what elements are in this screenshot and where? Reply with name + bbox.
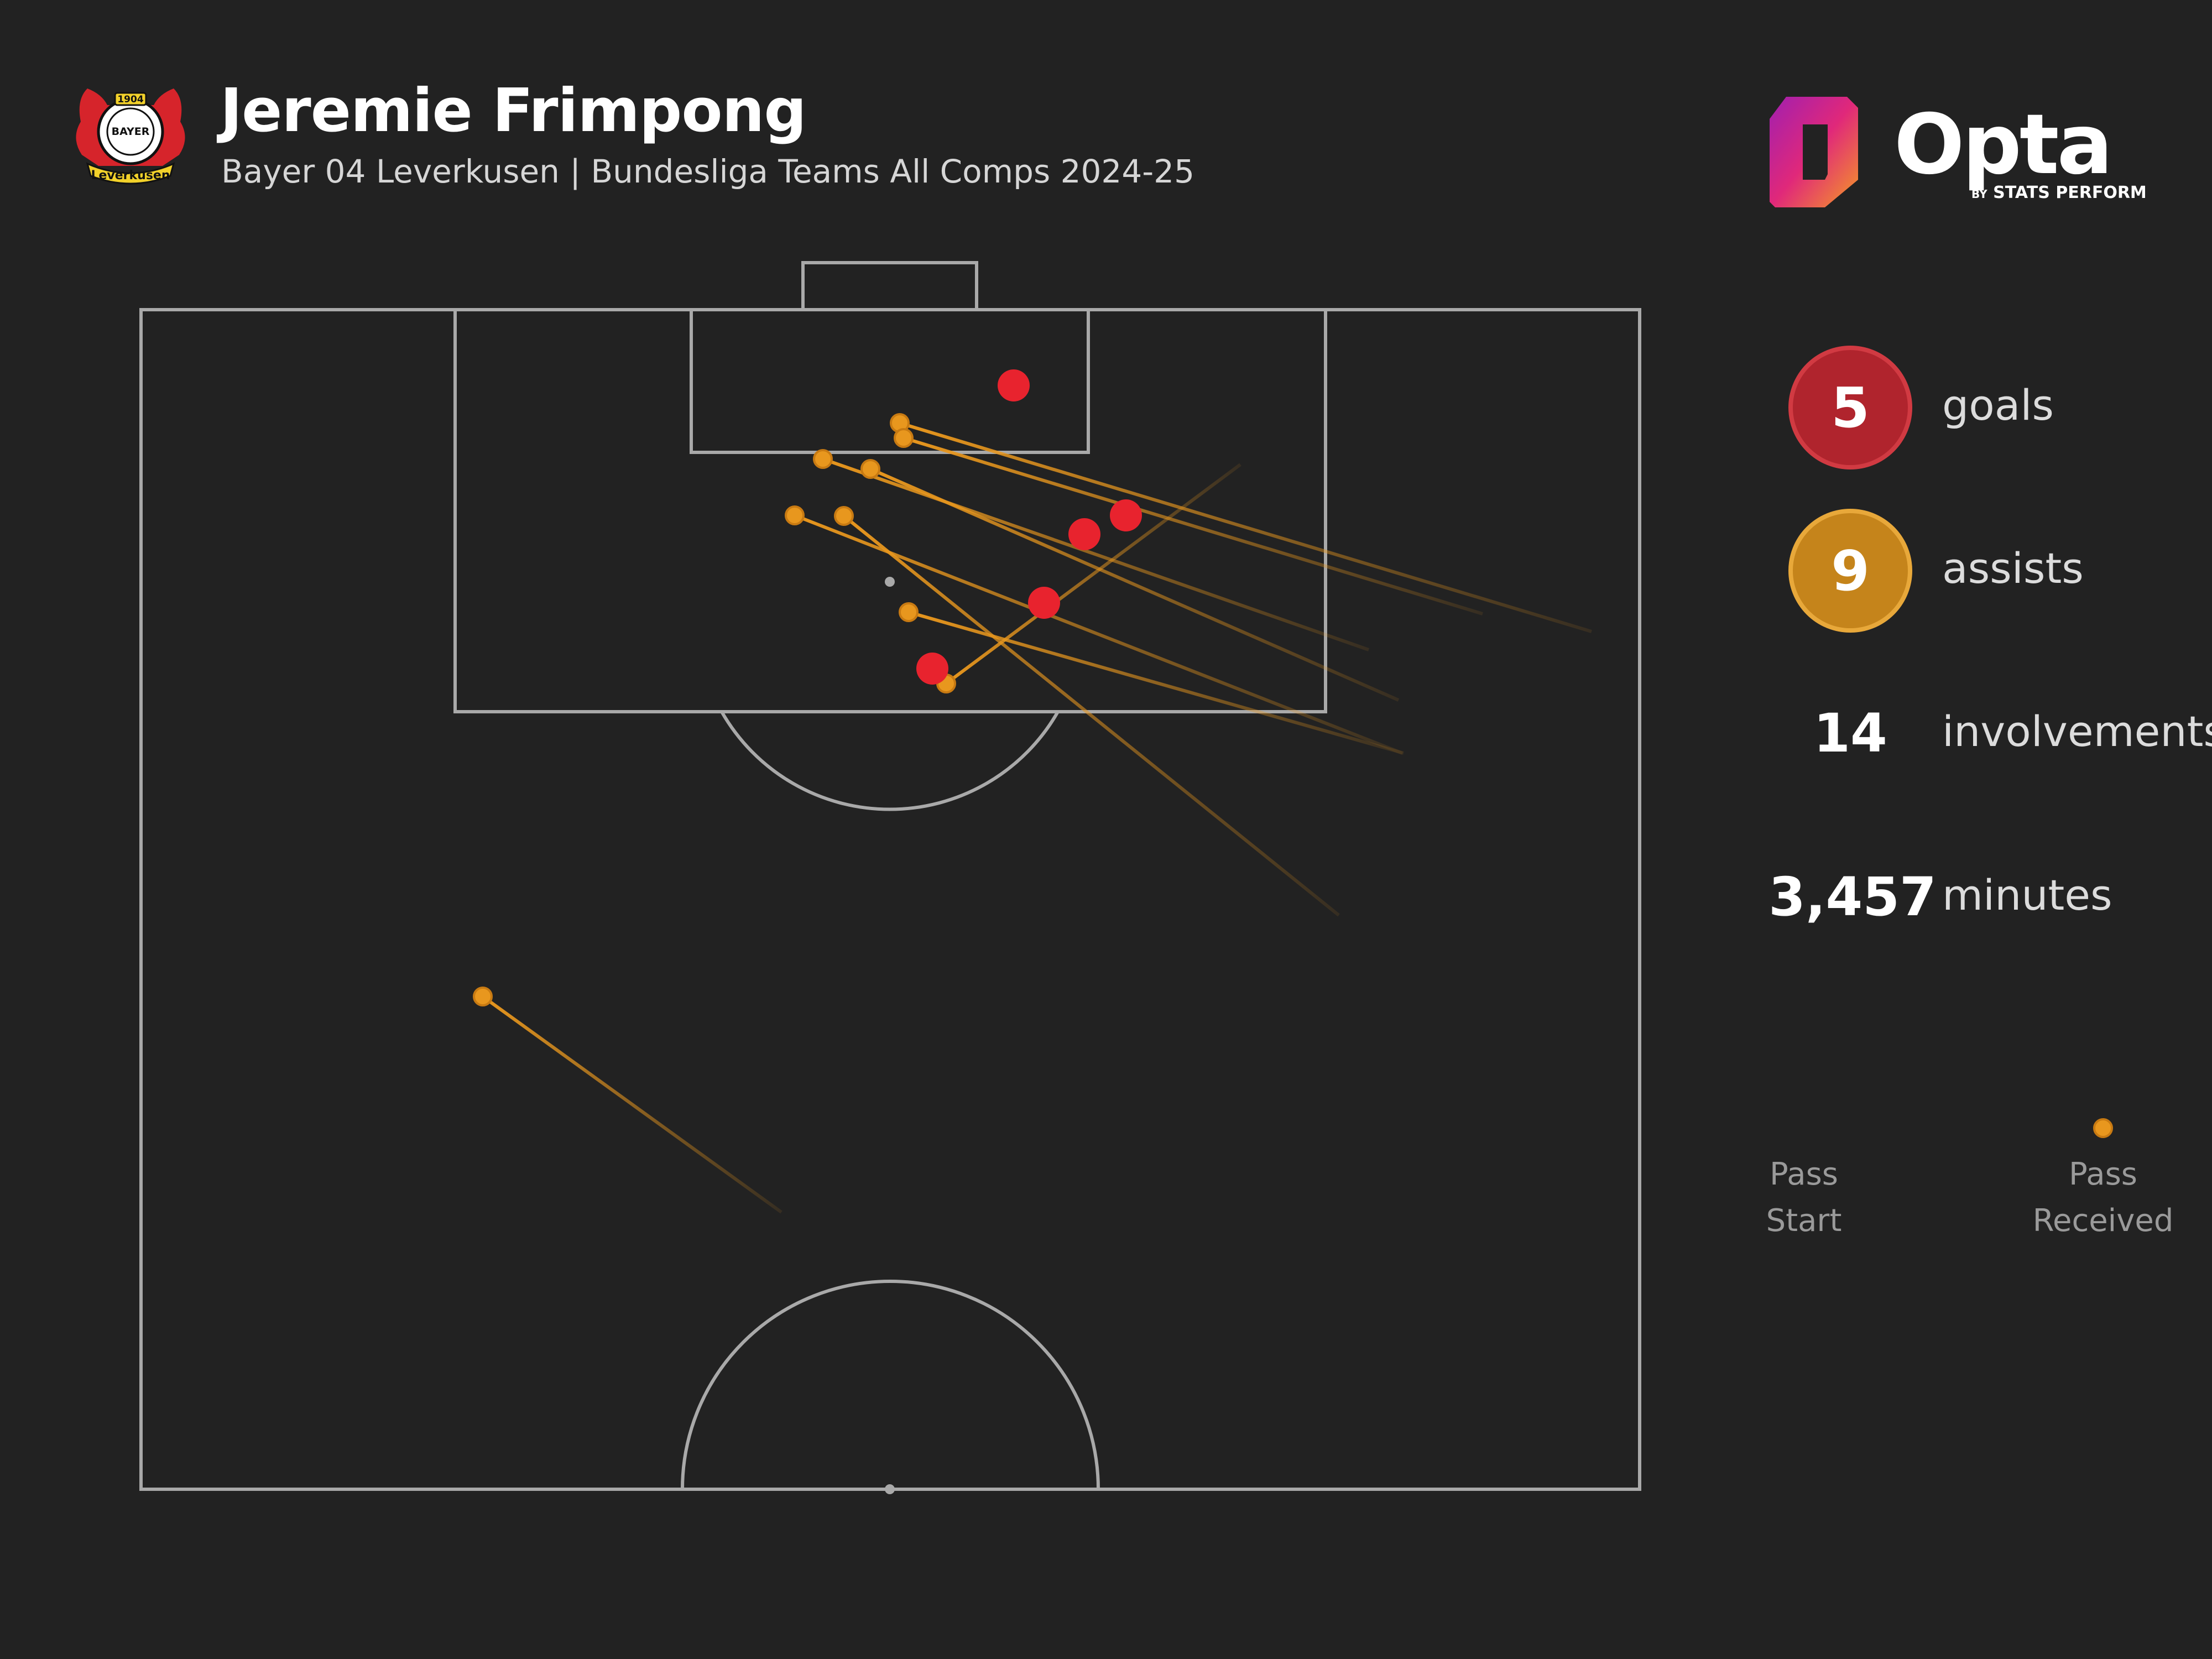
legend-end-line1: Pass bbox=[2069, 1156, 2137, 1192]
opta-logo-icon bbox=[1770, 97, 1858, 207]
legend-pass-received: Pass Received bbox=[2031, 1151, 2175, 1244]
goal bbox=[801, 261, 978, 311]
minutes-value: 3,457 bbox=[1768, 866, 1937, 928]
assist-pass-line bbox=[903, 436, 1483, 615]
assist-passes bbox=[473, 413, 1592, 1214]
assist-received-point bbox=[785, 505, 805, 525]
goal-point bbox=[1068, 518, 1100, 550]
assist-pass-line bbox=[794, 514, 1404, 755]
centre-circle bbox=[681, 1280, 1100, 1490]
involvements-label: involvements bbox=[1942, 707, 2212, 756]
centre-spot bbox=[885, 1484, 895, 1494]
assist-pass-line bbox=[822, 457, 1369, 651]
assist-pass-line bbox=[945, 463, 1241, 685]
goal-point bbox=[998, 369, 1030, 401]
player-name: Jeremie Frimpong bbox=[220, 76, 807, 145]
goal-point bbox=[1028, 587, 1060, 619]
legend-start-line2: Start bbox=[1766, 1203, 1842, 1239]
assist-received-point bbox=[894, 428, 914, 448]
subtitle: Bayer 04 Leverkusen | Bundesliga Teams A… bbox=[221, 153, 1194, 190]
legend-start-line1: Pass bbox=[1770, 1156, 1838, 1192]
assist-pass-line bbox=[482, 995, 782, 1214]
assist-pass-line bbox=[843, 514, 1340, 917]
pitch-boundary bbox=[139, 308, 1641, 1491]
assist-received-point bbox=[899, 602, 919, 622]
assist-received-point bbox=[473, 987, 493, 1006]
assist-received-point bbox=[860, 459, 880, 479]
minutes-label: minutes bbox=[1942, 870, 2112, 920]
brand-name: Opta bbox=[1894, 97, 2113, 193]
brand-tagline: BY STATS PERFORM bbox=[1971, 183, 2147, 202]
assist-pass-line bbox=[899, 421, 1592, 633]
goal-point bbox=[1110, 499, 1142, 531]
legend-pass-start: Pass Start bbox=[1732, 1151, 1876, 1244]
assist-pass-line bbox=[869, 467, 1400, 702]
assist-pass-line bbox=[908, 611, 1404, 755]
penalty-spot bbox=[885, 577, 895, 587]
crest-year: 1904 bbox=[117, 94, 143, 105]
brand-tagline-name: STATS PERFORM bbox=[1993, 183, 2147, 202]
assist-received-point bbox=[813, 449, 833, 469]
brand-tagline-by: BY bbox=[1971, 187, 1987, 201]
assists-label: assists bbox=[1942, 544, 2084, 593]
goal-point bbox=[916, 653, 948, 685]
crest-bayer: BAYER bbox=[112, 126, 150, 138]
assists-badge: 9 bbox=[1788, 509, 1912, 633]
legend-end-line2: Received bbox=[2032, 1203, 2174, 1239]
assist-received-point bbox=[834, 506, 854, 526]
pitch-lines bbox=[139, 261, 1641, 1491]
goals-label: goals bbox=[1942, 380, 2054, 430]
involvements-value: 14 bbox=[1813, 702, 1887, 764]
goals-badge: 5 bbox=[1788, 346, 1912, 469]
crest-club: Leverkusen bbox=[91, 169, 170, 182]
penalty-arc bbox=[720, 711, 1060, 811]
goal-markers bbox=[916, 369, 1142, 685]
bayer-leverkusen-crest-icon: 1904 BAYER Leverkusen bbox=[76, 88, 185, 185]
